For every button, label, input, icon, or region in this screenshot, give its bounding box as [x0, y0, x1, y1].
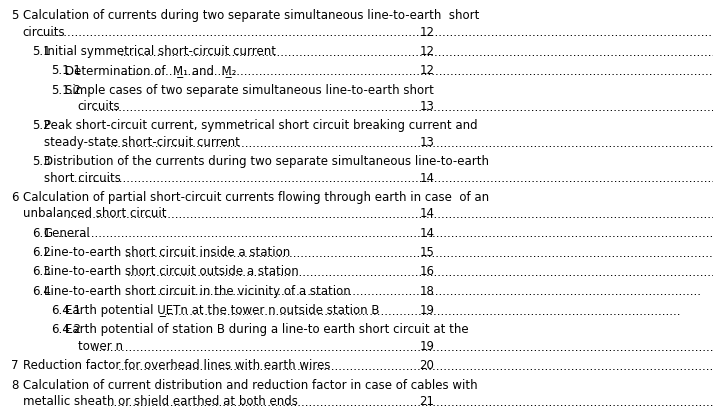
Text: Earth potential U̲ETn at the tower n outside station B: Earth potential U̲ETn at the tower n out…	[65, 303, 379, 316]
Text: 5.2: 5.2	[33, 119, 51, 132]
Text: ................................................................................: ........................................…	[118, 359, 713, 372]
Text: 16: 16	[419, 265, 434, 278]
Text: Simple cases of two separate simultaneous line-to-earth short: Simple cases of two separate simultaneou…	[65, 83, 434, 97]
Text: ................................................................................: ........................................…	[125, 246, 713, 259]
Text: General: General	[43, 226, 91, 239]
Text: 5.1.1: 5.1.1	[51, 64, 81, 77]
Text: 6: 6	[11, 191, 19, 203]
Text: 14: 14	[419, 226, 434, 239]
Text: ................................................................................: ........................................…	[107, 136, 713, 149]
Text: short circuits: short circuits	[43, 171, 120, 184]
Text: Initial symmetrical short-circuit current: Initial symmetrical short-circuit curren…	[43, 45, 276, 58]
Text: circuits: circuits	[78, 100, 120, 113]
Text: 18: 18	[419, 284, 434, 297]
Text: Line-to-earth short circuit in the vicinity of a station: Line-to-earth short circuit in the vicin…	[43, 284, 351, 297]
Text: 12: 12	[419, 25, 434, 38]
Text: 14: 14	[419, 171, 434, 184]
Text: circuits: circuits	[23, 25, 65, 38]
Text: 12: 12	[419, 64, 434, 77]
Text: 14: 14	[419, 207, 434, 220]
Text: steady-state short-circuit current: steady-state short-circuit current	[43, 135, 240, 148]
Text: 8: 8	[11, 378, 19, 391]
Text: Peak short-circuit current, symmetrical short circuit breaking current and: Peak short-circuit current, symmetrical …	[43, 119, 478, 132]
Text: tower n: tower n	[78, 339, 123, 352]
Text: ................................................................................: ........................................…	[58, 227, 713, 240]
Text: unbalanced short circuit: unbalanced short circuit	[23, 207, 166, 220]
Text: Earth potential of station B during a line-to earth short circuit at the: Earth potential of station B during a li…	[65, 323, 468, 335]
Text: 5.1.2: 5.1.2	[51, 83, 81, 97]
Text: 7: 7	[11, 358, 19, 371]
Text: 6.4.2: 6.4.2	[51, 323, 81, 335]
Text: metallic sheath or shield earthed at both ends: metallic sheath or shield earthed at bot…	[23, 394, 297, 407]
Text: 13: 13	[419, 100, 434, 113]
Text: 5.1: 5.1	[33, 45, 51, 58]
Text: 21: 21	[419, 394, 434, 407]
Text: Calculation of current distribution and reduction factor in case of cables with: Calculation of current distribution and …	[23, 378, 477, 391]
Text: ................................................................................: ........................................…	[107, 395, 713, 408]
Text: Distribution of the currents during two separate simultaneous line-to-earth: Distribution of the currents during two …	[43, 155, 488, 168]
Text: ................................................................................: ........................................…	[39, 26, 713, 39]
Text: Reduction factor for overhead lines with earth wires: Reduction factor for overhead lines with…	[23, 358, 330, 371]
Text: Line-to-earth short circuit inside a station: Line-to-earth short circuit inside a sta…	[43, 245, 290, 258]
Text: ................................................................................: ........................................…	[119, 45, 713, 58]
Text: 20: 20	[419, 358, 434, 371]
Text: ................................................................................: ........................................…	[93, 101, 713, 113]
Text: 5.3: 5.3	[33, 155, 51, 168]
Text: 6.4: 6.4	[33, 284, 51, 297]
Text: 13: 13	[419, 135, 434, 148]
Text: 12: 12	[419, 45, 434, 58]
Text: 6.3: 6.3	[33, 265, 51, 278]
Text: Line-to-earth short circuit outside a station: Line-to-earth short circuit outside a st…	[43, 265, 299, 278]
Text: ................................................................................: ........................................…	[91, 340, 713, 353]
Text: ................................................................................: ........................................…	[146, 285, 702, 298]
Text: 15: 15	[419, 245, 434, 258]
Text: 19: 19	[419, 339, 434, 352]
Text: 6.4.1: 6.4.1	[51, 303, 81, 316]
Text: 6.2: 6.2	[33, 245, 51, 258]
Text: ................................................................................: ........................................…	[120, 65, 713, 78]
Text: Calculation of currents during two separate simultaneous line-to-earth  short: Calculation of currents during two separ…	[23, 9, 479, 22]
Text: 5: 5	[11, 9, 19, 22]
Text: ................................................................................: ........................................…	[67, 208, 713, 220]
Text: ................................................................................: ........................................…	[71, 172, 713, 185]
Text: ................................................................................: ........................................…	[164, 304, 682, 317]
Text: Calculation of partial short-circuit currents flowing through earth in case  of : Calculation of partial short-circuit cur…	[23, 191, 488, 203]
Text: ................................................................................: ........................................…	[126, 265, 713, 279]
Text: 6.1: 6.1	[33, 226, 51, 239]
Text: 19: 19	[419, 303, 434, 316]
Text: Determination of  M̲₁ and  M̲₂: Determination of M̲₁ and M̲₂	[65, 64, 237, 77]
